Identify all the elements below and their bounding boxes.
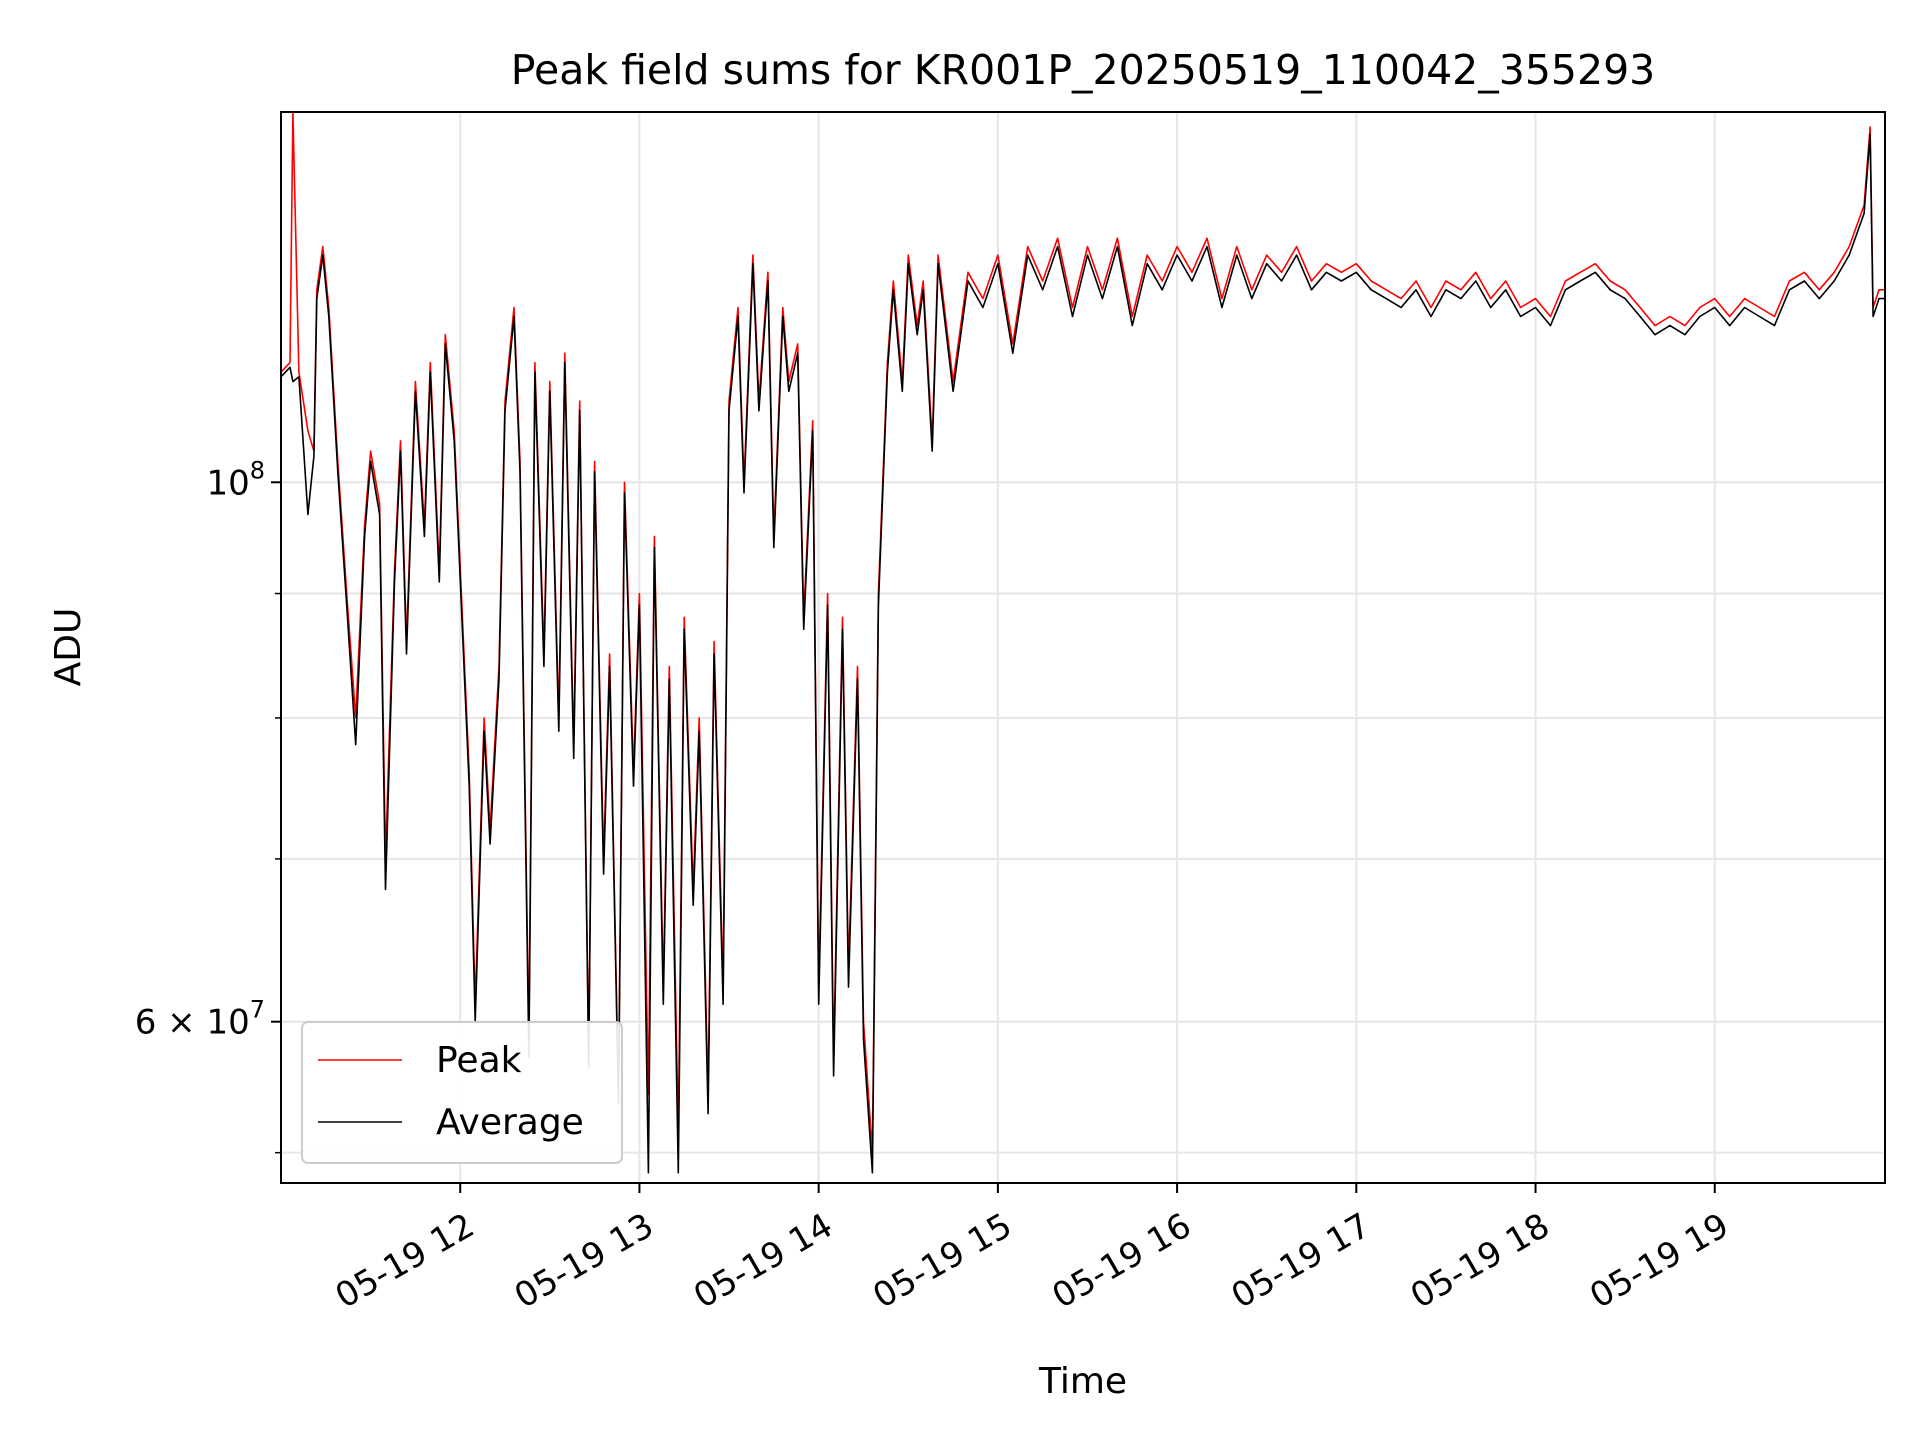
y-tick-label-exponent: 7 <box>250 996 265 1024</box>
y-tick-label-base: 10 <box>206 463 249 503</box>
legend-box <box>301 1021 623 1164</box>
legend: Peak Average <box>301 1021 623 1164</box>
y-tick-label-exponent: 8 <box>250 456 265 484</box>
x-axis-label: Time <box>1038 1361 1127 1402</box>
y-tick-label-base: 6 × 10 <box>135 1003 250 1043</box>
plot-area-frame <box>280 111 1886 1184</box>
y-tick-label: 108 <box>206 456 265 503</box>
series-line-average <box>281 133 1885 1174</box>
y-axis-label: ADU <box>48 608 89 687</box>
chart-title: Peak field sums for KR001P_20250519_1100… <box>511 46 1656 94</box>
y-axis-ticks: 108 6 × 107 <box>135 456 281 1154</box>
y-tick-label: 6 × 107 <box>135 996 265 1043</box>
legend-label-average: Average <box>436 1102 584 1143</box>
legend-label-peak: Peak <box>436 1040 522 1081</box>
series-layer <box>281 112 1885 1174</box>
